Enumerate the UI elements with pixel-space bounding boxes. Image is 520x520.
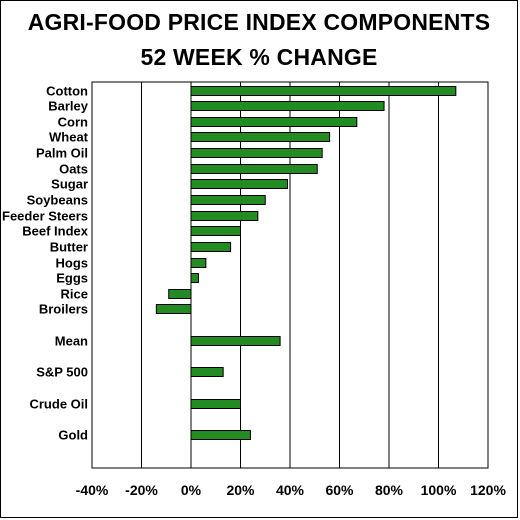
x-tick-label: -20%	[125, 482, 158, 498]
bar-s-p-500	[190, 367, 224, 377]
chart-title: AGRI-FOOD PRICE INDEX COMPONENTS	[27, 9, 491, 35]
bar-broilers	[155, 304, 192, 314]
x-tick-label: -40%	[76, 482, 109, 498]
category-label: Butter	[50, 240, 88, 255]
bar-sugar	[190, 179, 289, 189]
x-tick-label: 100%	[421, 482, 457, 498]
category-label: Rice	[61, 287, 88, 302]
x-tick-label: 0%	[181, 482, 202, 498]
bar-feeder-steers	[190, 211, 259, 221]
category-label: S&P 500	[36, 365, 88, 380]
bar-wheat	[190, 132, 331, 142]
bar-hogs	[190, 258, 207, 268]
bar-soybeans	[190, 195, 266, 205]
bar-cotton	[190, 86, 457, 96]
x-tick-label: 120%	[470, 482, 506, 498]
category-label: Mean	[55, 334, 88, 349]
bar-rice	[168, 289, 192, 299]
category-label: Wheat	[49, 130, 89, 145]
category-label: Beef Index	[22, 224, 89, 239]
chart-subtitle: 52 WEEK % CHANGE	[140, 44, 378, 70]
bar-mean	[190, 336, 281, 346]
category-label: Barley	[48, 99, 89, 114]
bar-gold	[190, 430, 251, 440]
x-tick-label: 20%	[226, 482, 255, 498]
category-label: Broilers	[39, 302, 88, 317]
category-label: Cotton	[46, 84, 88, 99]
bar-corn	[190, 117, 358, 127]
category-label: Feeder Steers	[2, 209, 88, 224]
category-label: Eggs	[56, 271, 88, 286]
bar-beef-index	[190, 226, 241, 236]
bar-butter	[190, 242, 232, 252]
x-tick-label: 60%	[325, 482, 354, 498]
category-label: Sugar	[51, 177, 88, 192]
bar-crude-oil	[190, 399, 241, 409]
bar-eggs	[190, 273, 199, 283]
bar-oats	[190, 164, 318, 174]
category-label: Crude Oil	[29, 397, 88, 412]
x-tick-label: 80%	[375, 482, 404, 498]
category-label: Gold	[58, 428, 88, 443]
category-label: Palm Oil	[36, 146, 88, 161]
category-label: Oats	[59, 162, 88, 177]
category-label: Hogs	[56, 256, 89, 271]
x-tick-label: 40%	[276, 482, 305, 498]
category-label: Soybeans	[27, 193, 88, 208]
bar-barley	[190, 101, 385, 111]
bar-palm-oil	[190, 148, 323, 158]
category-label: Corn	[58, 115, 88, 130]
